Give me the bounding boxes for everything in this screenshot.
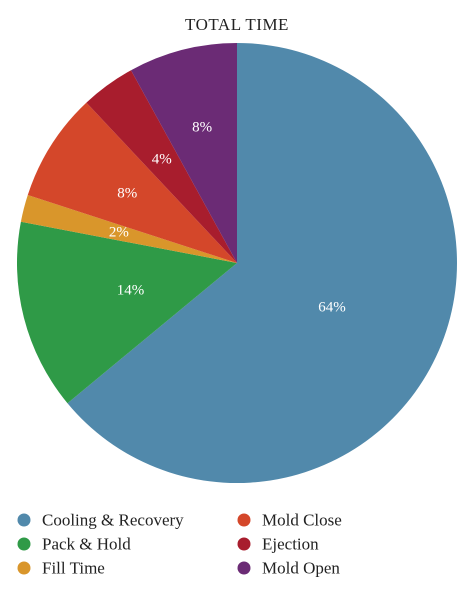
legend-swatch — [17, 537, 31, 551]
pie-slices — [17, 43, 457, 483]
legend-label: Fill Time — [42, 559, 105, 578]
pie-slice-ejection — [86, 70, 238, 264]
legend-item-ejection: Ejection — [237, 535, 319, 554]
legend-item-mold-close: Mold Close — [237, 511, 342, 530]
legend-label: Ejection — [262, 535, 319, 554]
pie-slice-pack-and-hold — [17, 221, 238, 404]
legend-label: Mold Open — [262, 559, 340, 578]
slice-label-mold-close: 8% — [117, 185, 137, 201]
slice-label-cooling-and-recovery: 64% — [318, 300, 346, 316]
slice-label-mold-open: 8% — [192, 119, 212, 135]
legend-swatch — [237, 513, 251, 527]
legend-swatch — [17, 513, 31, 527]
legend-item-fill-time: Fill Time — [17, 559, 105, 578]
legend: Cooling & Recovery Pack & Hold Fill Time Mo… — [17, 511, 342, 578]
slice-label-ejection: 4% — [152, 151, 172, 167]
slice-label-fill-time: 2% — [109, 225, 129, 241]
legend-item-mold-open: Mold Open — [237, 559, 340, 578]
legend-item-cooling-and-recovery: Cooling & Recovery — [17, 511, 184, 530]
legend-label: Pack & Hold — [42, 535, 131, 554]
legend-label: Cooling & Recovery — [42, 511, 184, 530]
slice-label-pack-and-hold: 14% — [117, 282, 145, 298]
pie-slice-mold-open — [131, 43, 237, 263]
slice-labels: 64% 14% 2% 8% 4% 8% — [109, 119, 346, 315]
pie-slice-fill-time — [20, 195, 237, 263]
pie-slice-cooling-and-recovery — [67, 43, 457, 483]
legend-swatch — [237, 537, 251, 551]
pie-slice-mold-close — [27, 102, 238, 264]
legend-swatch — [17, 561, 31, 575]
legend-item-pack-and-hold: Pack & Hold — [17, 535, 131, 554]
legend-swatch — [237, 561, 251, 575]
legend-label: Mold Close — [262, 511, 342, 530]
chart-title: TOTAL TIME — [185, 15, 289, 34]
